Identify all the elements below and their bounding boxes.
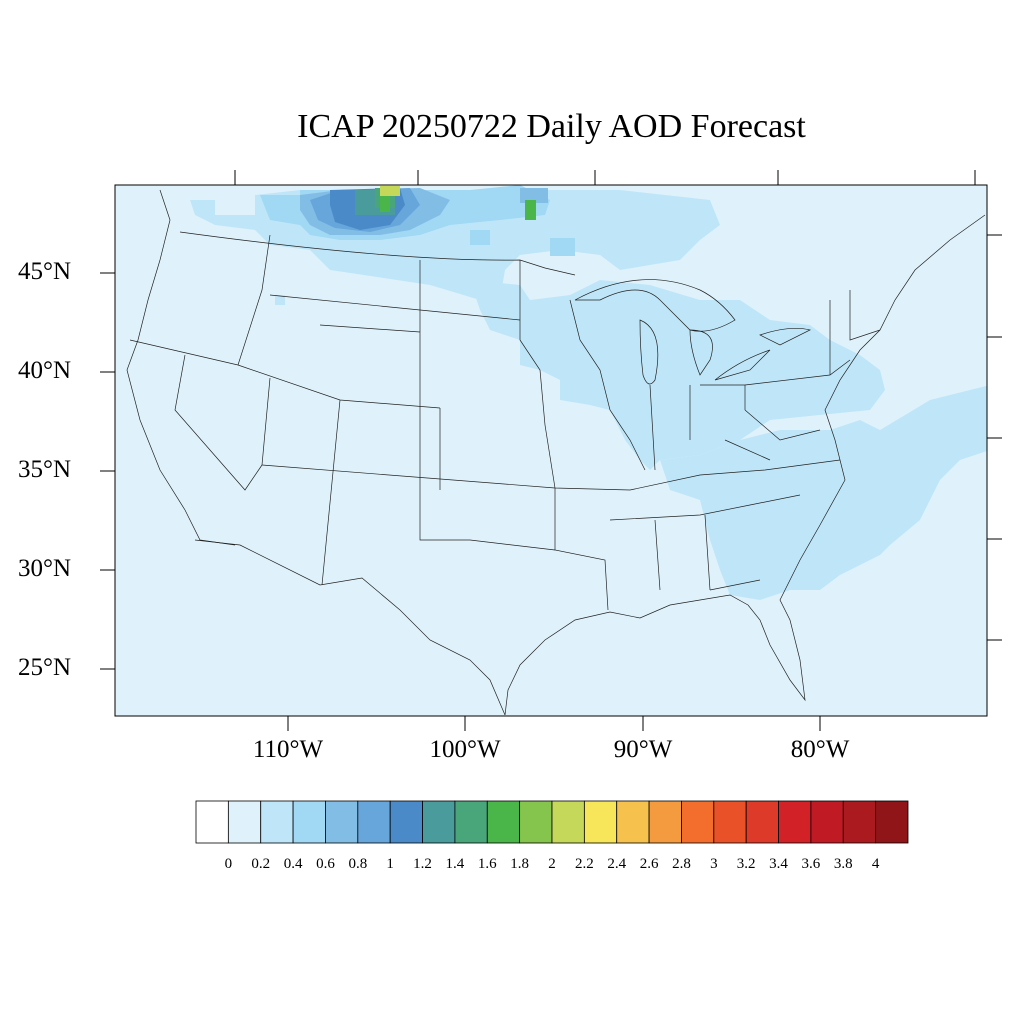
colorbar-swatch [519,800,553,844]
colorbar-swatch [648,800,682,844]
colorbar-swatch [778,800,812,844]
colorbar-tick-label: 1.4 [445,856,465,872]
colorbar-swatch [681,800,715,844]
colorbar-swatch [842,800,877,844]
colorbar-tick-label: 1.8 [510,856,529,872]
colorbar-swatch [713,800,747,844]
colorbar-tick-label: 0.6 [316,856,335,872]
map-frame [114,184,988,717]
colorbar-swatch [551,800,585,844]
colorbar-swatch [422,800,456,844]
colorbar-tick-label: 3.8 [833,856,853,872]
colorbar-swatch [260,800,294,844]
aod-core-green-east [525,200,536,220]
colorbar-tick-label: 2.2 [574,856,594,872]
colorbar-swatch [357,800,391,844]
colorbar-tick-label: 0 [224,856,233,872]
colorbar-tick-label: 4 [871,856,880,872]
lat-label-35n: 35°N [18,456,72,483]
lon-label-90w: 90°W [613,736,673,763]
colorbar-tick-label: 3.6 [801,856,821,872]
colorbar-swatch [292,800,326,844]
colorbar-swatch [745,800,779,844]
colorbar-tick-label: 3.2 [736,856,756,872]
map-title: ICAP 20250722 Daily AOD Forecast [297,108,806,145]
colorbar-swatch [616,800,650,844]
colorbar-tick-label: 3 [710,856,718,872]
map-boundaries [126,189,986,716]
lat-label-25n: 25°N [18,654,72,681]
lat-label-45n: 45°N [18,258,72,285]
aod-colorbar [195,800,909,844]
axis-ticks [100,170,1002,731]
colorbar-swatch [227,800,262,844]
lon-label-100w: 100°W [429,736,501,763]
colorbar-tick-label: 2 [548,856,556,872]
lat-label-40n: 40°N [18,357,72,384]
colorbar-tick-label: 0.4 [283,856,303,872]
colorbar-tick-label: 2.6 [639,856,659,872]
colorbar-swatch [875,800,909,844]
colorbar-tick-label: 2.4 [607,856,627,872]
colorbar-swatch [195,800,229,844]
colorbar-swatch [810,800,844,844]
colorbar-tick-label: 1.6 [477,856,497,872]
colorbar-tick-label: 1.2 [413,856,432,872]
colorbar-tick-label: 3.4 [769,856,788,872]
aod-core-yellow-green [380,186,400,196]
colorbar-swatch [389,800,423,844]
colorbar-tick-label: 0.2 [251,856,271,872]
colorbar-tick-label: 2.8 [672,856,691,872]
colorbar-tick-label: 1 [386,856,394,872]
colorbar-swatch [486,800,521,844]
colorbar-swatch [583,800,618,844]
aod-core-bright-green [380,196,390,212]
lon-label-80w: 80°W [790,736,850,763]
lon-label-110w: 110°W [252,736,324,763]
colorbar-tick-label: 0.8 [348,856,368,872]
colorbar-swatch [454,800,488,844]
lat-label-30n: 30°N [18,555,72,582]
colorbar-swatch [325,800,359,844]
